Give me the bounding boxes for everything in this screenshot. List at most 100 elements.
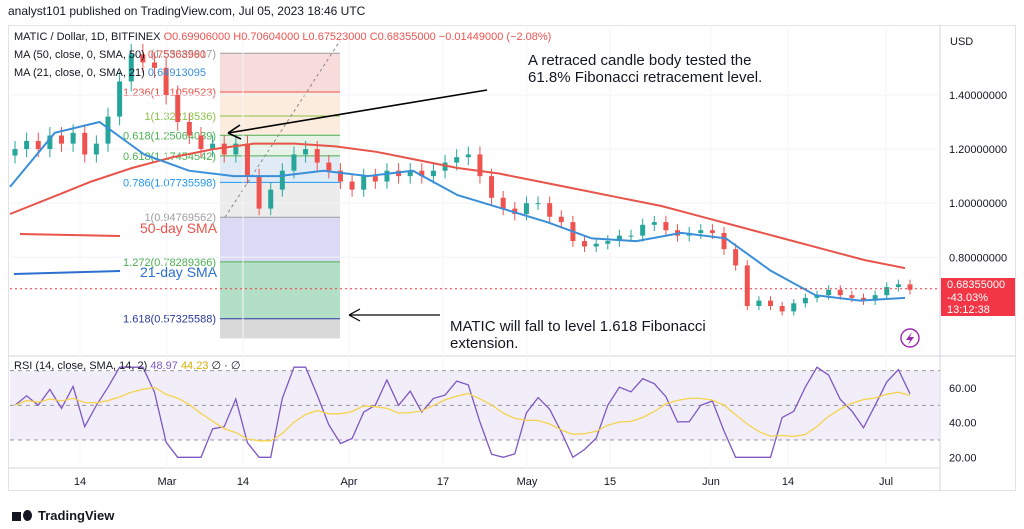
- legend-rsi-line: RSI (14, close, SMA, 14, 2) 48.97 44.23 …: [14, 359, 240, 372]
- candle-body: [547, 203, 553, 217]
- fib-zone-band: [220, 318, 340, 339]
- candle-body: [151, 62, 157, 68]
- candle-body: [24, 140, 30, 150]
- candle-body: [268, 189, 274, 209]
- rsi-pane: [10, 366, 940, 459]
- retrace-line-2: 61.8% Fibonacci retracement level.: [528, 69, 763, 86]
- candle-body: [477, 154, 483, 177]
- candle-body: [709, 230, 715, 233]
- x-tick-label: Jun: [702, 476, 720, 488]
- candle-body: [733, 249, 739, 266]
- legend-rsi-extra: ∅ · ∅: [211, 360, 241, 372]
- candle-body: [314, 149, 320, 163]
- x-tick-label: May: [517, 476, 538, 488]
- legend-ma50-line: MA (50, close, 0, SMA, 50) 0.75363960: [14, 49, 206, 61]
- candle-body: [442, 162, 448, 171]
- candle-body: [640, 224, 646, 236]
- sma21-label: 21-day SMA: [140, 264, 218, 280]
- x-tick-label: 17: [437, 476, 449, 488]
- retrace-line-1: A retraced candle body tested the: [528, 52, 752, 69]
- footer-brand[interactable]: TradingView: [12, 508, 114, 523]
- candle-body: [93, 143, 99, 155]
- candle-body: [105, 116, 111, 144]
- candle-body: [47, 135, 53, 150]
- y-tick-label: 0.80000000: [949, 252, 1007, 264]
- candle-body: [454, 157, 460, 163]
- fib-level-label: 1.618(0.57325588): [123, 314, 216, 326]
- candle-body: [744, 265, 750, 306]
- candle-body: [35, 140, 41, 150]
- candle-body: [430, 170, 436, 177]
- chart-frame[interactable]: [8, 25, 1016, 491]
- candle-body: [628, 235, 634, 237]
- candle-body: [663, 222, 669, 231]
- candle-body: [512, 208, 518, 214]
- candle-body: [500, 197, 506, 209]
- candle-body: [128, 54, 134, 82]
- rsi-tick-label: 20.00: [949, 452, 977, 464]
- candle-body: [814, 295, 820, 298]
- x-tick-label: 14: [74, 476, 86, 488]
- candle-body: [337, 170, 343, 182]
- candle-body: [12, 149, 18, 156]
- candle-body: [244, 143, 250, 177]
- candle-body: [186, 122, 192, 136]
- candle-body: [535, 203, 541, 205]
- moving-averages: [9, 120, 940, 302]
- candle-body: [826, 289, 832, 296]
- tradingview-logo-icon: [12, 509, 32, 522]
- fib-level-label: 1.272(0.78289366): [123, 257, 216, 269]
- candle-body: [349, 181, 355, 190]
- fib-zone-band: [220, 217, 340, 262]
- rsi-tick-label: 60.00: [949, 383, 977, 395]
- legend-ma21-label: MA (21, close, 0, SMA, 21): [14, 67, 145, 79]
- candle-body: [82, 132, 88, 155]
- alert-bolt-icon[interactable]: [900, 328, 920, 348]
- legend-symbol-line: MATIC / Dollar, 1D, BITFINEX O0.69906000…: [14, 31, 551, 43]
- x-tick-label: 14: [237, 476, 249, 488]
- legend-rsi-sma-value: 44.23: [180, 360, 209, 372]
- retrace-annotation: A retraced candle body tested the 61.8% …: [528, 52, 762, 86]
- candle-body: [384, 170, 390, 182]
- candle-body: [768, 300, 774, 306]
- candle-body: [756, 300, 762, 306]
- candle-body: [523, 203, 529, 214]
- bar-countdown: 13:12:38: [947, 304, 990, 316]
- bolt-glyph: [906, 332, 914, 345]
- candle-body: [256, 176, 262, 209]
- retrace-arrow: [227, 89, 488, 134]
- candle-body: [291, 154, 297, 171]
- legend-rsi-label: RSI (14, close, SMA, 14, 2): [14, 360, 148, 372]
- fibonacci-zone: (1.55385917)1.236(1.41059523)1(1.3221353…: [123, 40, 341, 339]
- currency-label[interactable]: USD: [950, 36, 974, 48]
- candle-body: [651, 222, 657, 225]
- candle-body: [802, 297, 808, 304]
- last-price: 0.68355000: [947, 279, 1006, 291]
- retrace-arrow-head: [227, 124, 242, 140]
- fib-level-label: 1.236(1.41059523): [123, 87, 216, 99]
- candle-body: [361, 176, 367, 190]
- sma21-legend-line: [13, 270, 121, 275]
- brand-name: TradingView: [38, 508, 115, 523]
- candle-body: [407, 170, 413, 177]
- candle-body: [489, 176, 495, 198]
- x-tick-label: Jul: [879, 476, 893, 488]
- rsi-line: [14, 366, 911, 459]
- fib-zone-band: [220, 261, 340, 319]
- candle-body: [721, 232, 727, 250]
- legend-ma21-value: 0.64913095: [147, 67, 207, 79]
- candle-body: [465, 154, 471, 158]
- rsi-sma-line: [14, 386, 911, 442]
- candle-body: [779, 306, 785, 312]
- grid: [10, 25, 940, 468]
- candle-body: [163, 67, 169, 95]
- candle-body: [698, 230, 704, 233]
- target-line-1: MATIC will fall to level 1.618 Fibonacci: [450, 318, 706, 335]
- candle-body: [198, 135, 204, 150]
- publisher-header: analyst101 published on TradingView.com,…: [8, 4, 366, 18]
- candle-body: [303, 149, 309, 155]
- x-tick-label: Apr: [340, 476, 357, 488]
- candle-body: [791, 303, 797, 312]
- x-tick-label: 14: [782, 476, 794, 488]
